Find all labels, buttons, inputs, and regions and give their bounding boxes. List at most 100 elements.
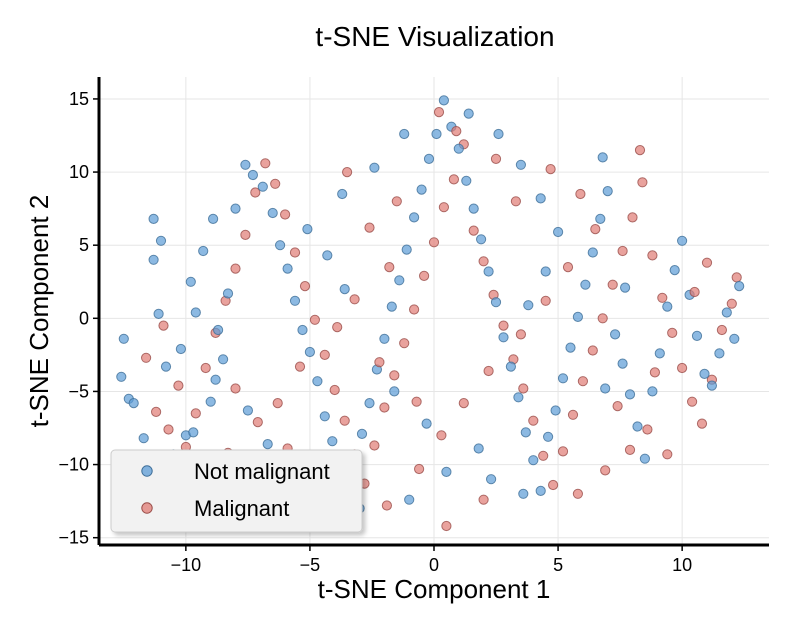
not-malignant-point [128, 398, 139, 409]
not-malignant-point [386, 301, 397, 312]
not-malignant-point [297, 324, 308, 336]
malignant-point [490, 153, 502, 164]
malignant-point [342, 167, 353, 178]
not-malignant-point [543, 431, 554, 442]
x-tick-label: 5 [553, 555, 563, 575]
not-malignant-point [379, 333, 390, 344]
not-malignant-point [729, 333, 740, 344]
malignant-point [458, 398, 469, 409]
not-malignant-point [148, 254, 159, 265]
not-malignant-point [185, 276, 196, 287]
not-malignant-point [662, 301, 673, 312]
not-malignant-point [339, 284, 350, 295]
not-malignant-point [553, 226, 564, 238]
not-malignant-point [610, 329, 621, 340]
y-tick-label: −5 [68, 381, 89, 401]
malignant-point [600, 465, 611, 476]
malignant-point [468, 225, 479, 236]
malignant-point [557, 446, 569, 457]
not-malignant-point [364, 398, 375, 409]
malignant-point [612, 401, 623, 412]
not-malignant-point [394, 275, 405, 286]
malignant-point [677, 362, 688, 374]
legend: Not malignant Malignant [110, 449, 363, 533]
malignant-point [141, 352, 152, 363]
malignant-point [624, 444, 636, 455]
malignant-point [448, 174, 459, 185]
not-malignant-point [138, 433, 149, 444]
not-malignant-point [486, 474, 497, 485]
not-malignant-point [356, 428, 368, 439]
not-malignant-point [669, 265, 680, 276]
malignant-point [391, 196, 402, 207]
malignant-point [590, 224, 601, 235]
not-malignant-point [639, 453, 651, 464]
malignant-point [687, 396, 698, 407]
not-malignant-point [580, 279, 591, 290]
malignant-point [637, 177, 648, 188]
x-axis-label: t-SNE Component 1 [318, 574, 551, 604]
not-malignant-point [322, 250, 333, 261]
not-malignant-point [240, 159, 251, 170]
not-malignant-point [242, 405, 253, 416]
malignant-point [689, 286, 700, 298]
malignant-point [540, 295, 551, 306]
not-malignant-point [153, 308, 164, 319]
malignant-point [158, 320, 169, 331]
malignant-point [381, 500, 392, 511]
malignant-point [617, 245, 628, 257]
malignant-point [548, 479, 559, 491]
not-malignant-point [312, 376, 323, 387]
malignant-point [399, 338, 410, 349]
malignant-point [478, 494, 489, 505]
chart-title: t-SNE Visualization [315, 21, 554, 52]
y-tick-label: 15 [69, 89, 89, 109]
not-malignant-point [160, 361, 172, 372]
malignant-point [332, 322, 343, 333]
not-malignant-point [416, 184, 427, 195]
malignant-point [230, 383, 241, 394]
malignant-point [701, 257, 713, 268]
scatter-points [116, 95, 745, 532]
malignant-point [478, 256, 489, 267]
malignant-point [190, 408, 201, 419]
malignant-point [515, 329, 527, 340]
malignant-point [252, 417, 263, 428]
not-malignant-point [155, 235, 167, 246]
malignant-point [419, 270, 430, 281]
not-malignant-point [699, 368, 710, 379]
not-malignant-point [473, 443, 484, 454]
not-malignant-point [513, 392, 524, 403]
malignant-point [572, 488, 584, 499]
not-malignant-point [267, 207, 278, 219]
not-malignant-point [304, 346, 315, 358]
malignant-point [436, 430, 447, 441]
malignant-point [260, 158, 271, 169]
not-malignant-point [188, 427, 199, 438]
not-malignant-point [441, 466, 452, 477]
not-malignant-point [476, 234, 487, 245]
not-malignant-point [289, 295, 301, 306]
not-malignant-point [565, 342, 576, 353]
malignant-point [567, 409, 579, 420]
malignant-point [329, 384, 340, 396]
not-malignant-point [587, 247, 598, 258]
y-tick-label: −15 [58, 528, 89, 548]
malignant-point [270, 178, 281, 189]
malignant-point [173, 380, 184, 391]
malignant-point [339, 415, 350, 426]
not-malignant-point [453, 143, 464, 154]
not-malignant-point [468, 203, 479, 214]
malignant-point [498, 320, 509, 331]
not-malignant-point [337, 188, 348, 200]
x-tick-label: 0 [429, 555, 439, 575]
not-malignant-point [617, 358, 628, 369]
not-malignant-point [557, 373, 569, 384]
malignant-point [716, 324, 728, 336]
malignant-point [294, 361, 306, 372]
malignant-point [441, 520, 452, 532]
not-malignant-point [714, 348, 725, 359]
malignant-point [642, 424, 653, 435]
malignant-point [379, 402, 390, 413]
not-malignant-point [369, 162, 380, 173]
